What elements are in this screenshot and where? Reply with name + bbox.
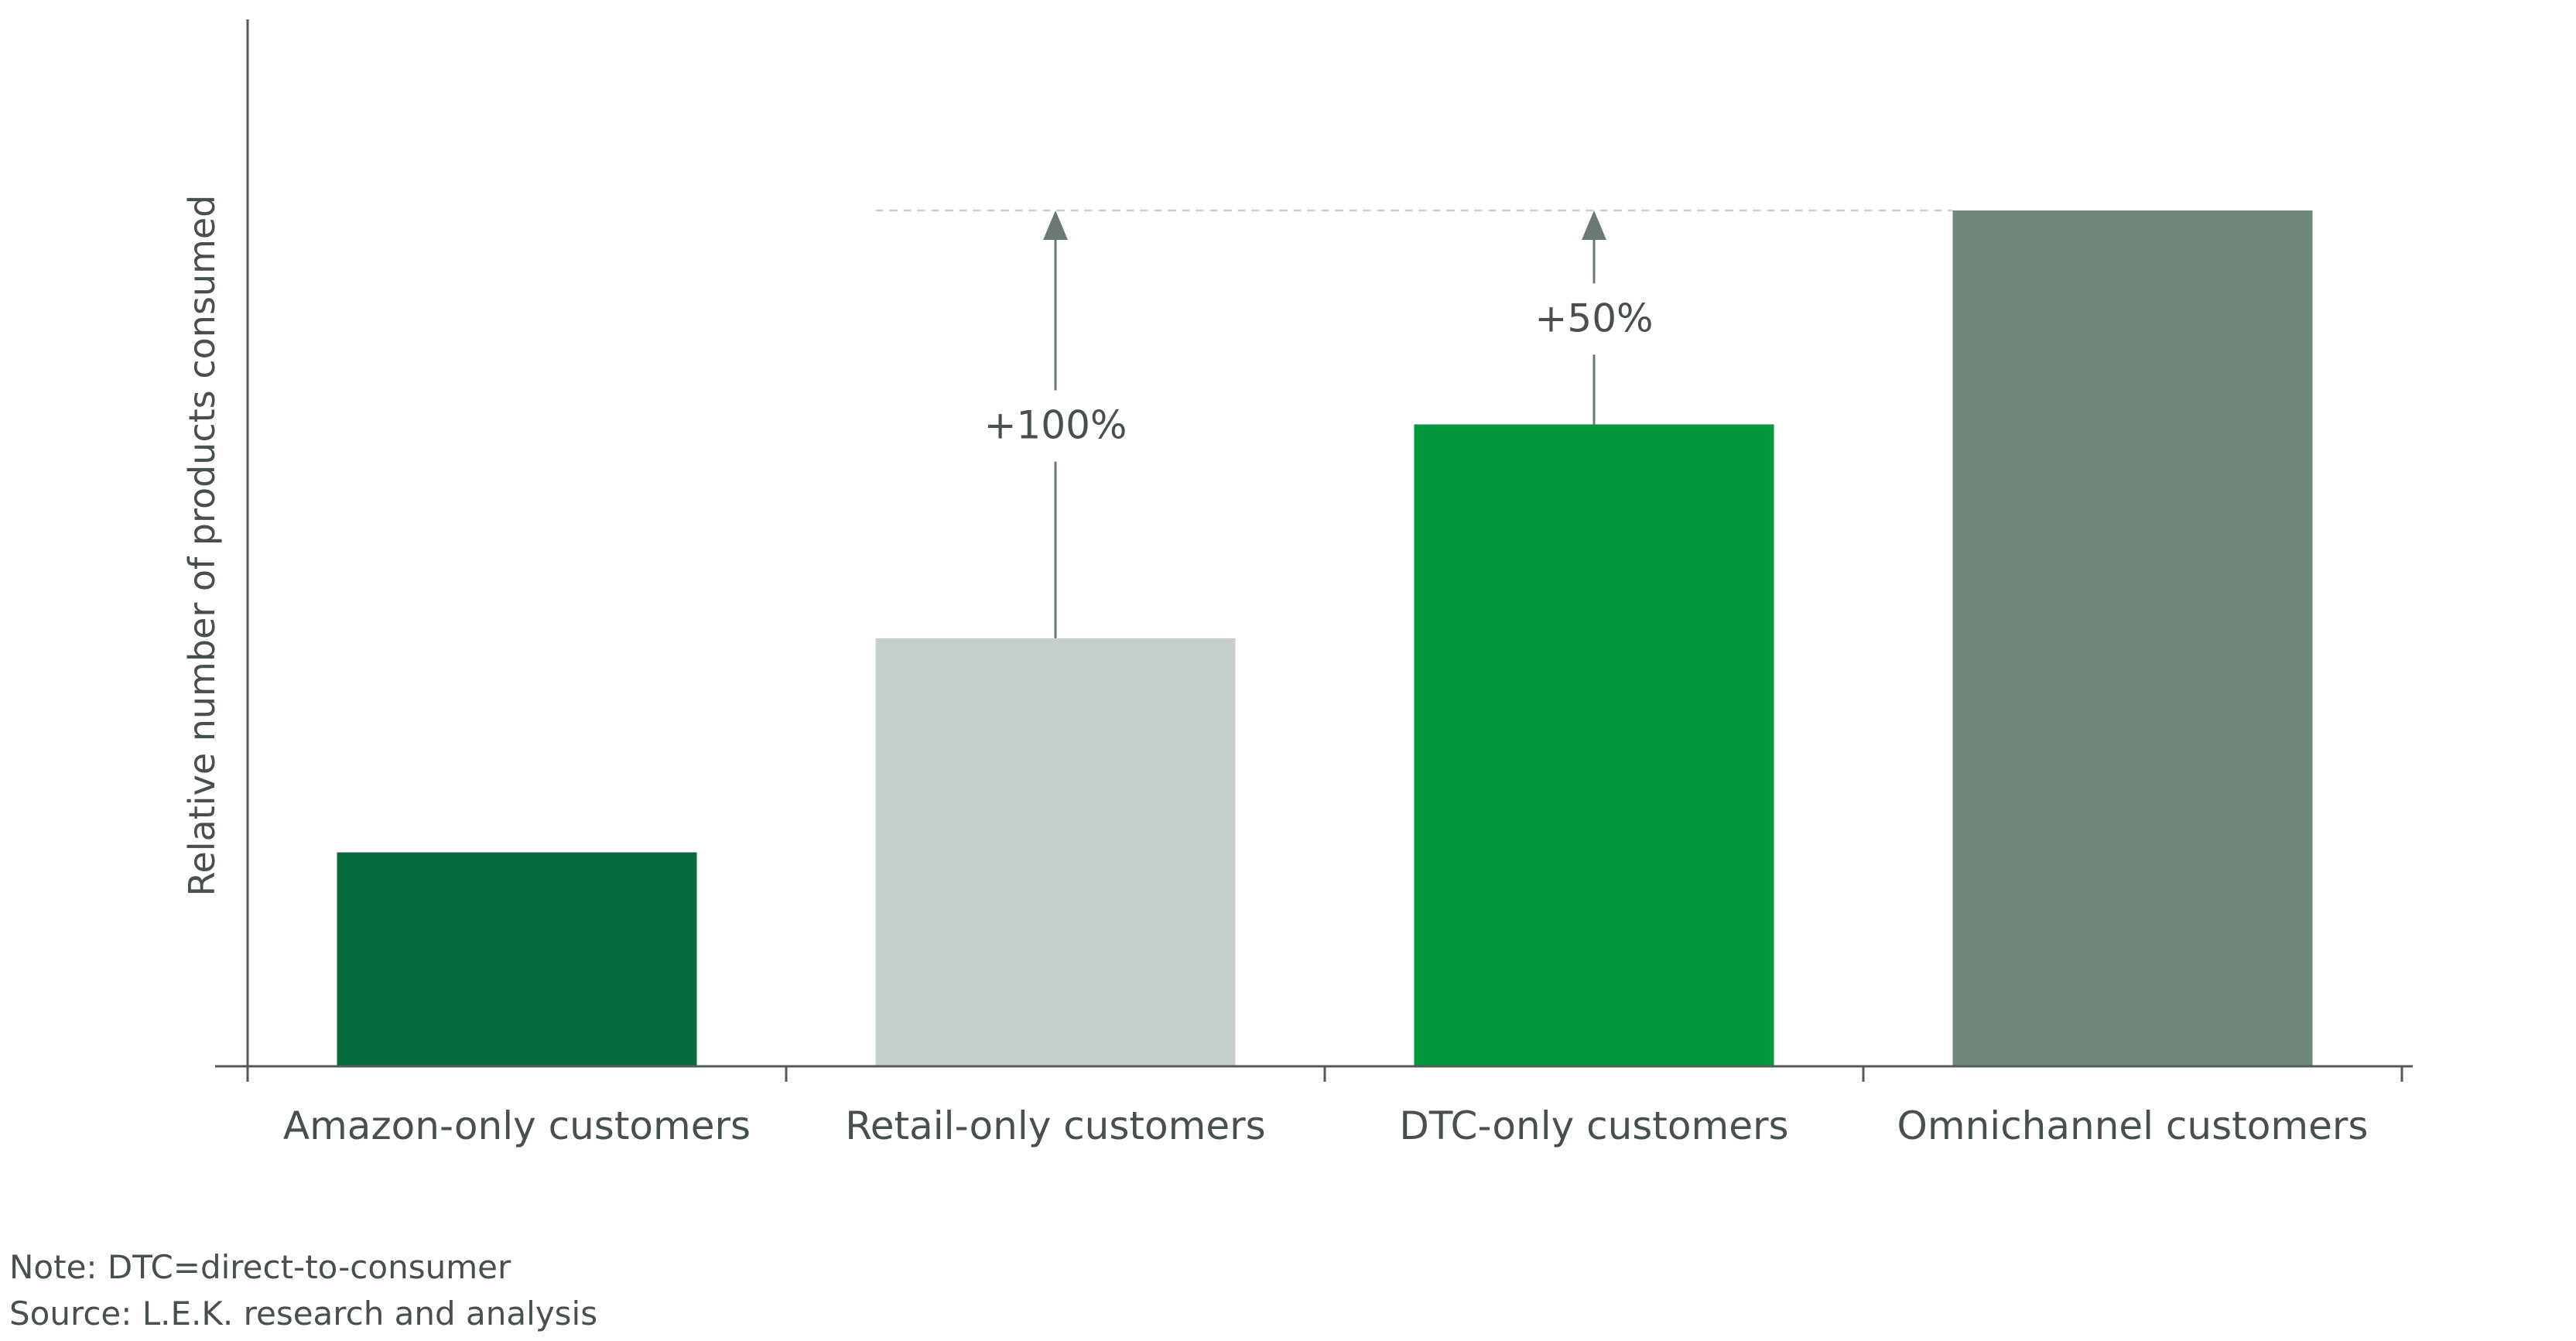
x-tick-label-1: Amazon-only customers	[283, 1103, 751, 1148]
bar-4	[1952, 210, 2313, 1066]
growth-label-2: +50%	[1534, 296, 1653, 340]
y-axis-label: Relative number of products consumed	[181, 195, 223, 897]
x-tick-label-2: Retail-only customers	[845, 1103, 1265, 1148]
bar-3	[1414, 424, 1774, 1066]
growth-label-1: +100%	[984, 403, 1127, 448]
footnote-note: Note: DTC=direct-to-consumer	[9, 1248, 511, 1286]
bar-2	[875, 638, 1236, 1066]
x-tick-label-4: Omnichannel customers	[1897, 1103, 2369, 1148]
footnote-source: Source: L.E.K. research and analysis	[9, 1295, 598, 1332]
growth-arrow-1-head	[1043, 210, 1068, 240]
x-tick-label-3: DTC-only customers	[1399, 1103, 1788, 1148]
growth-arrow-2-head	[1582, 210, 1606, 240]
bar-1	[337, 852, 697, 1066]
